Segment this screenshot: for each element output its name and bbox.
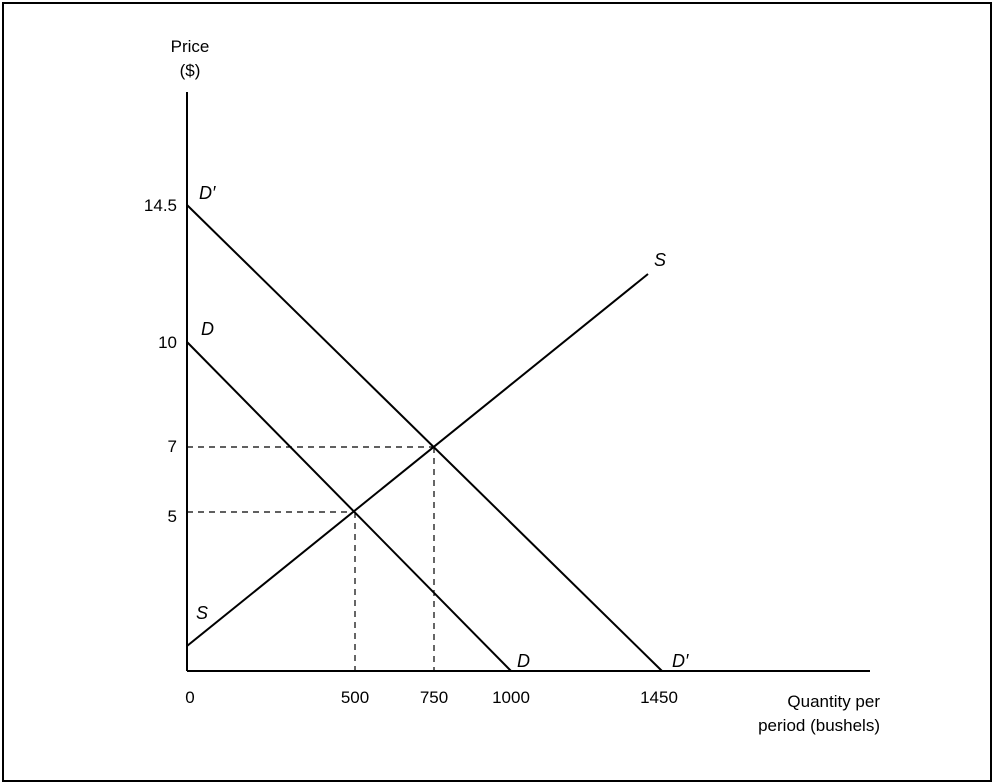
d-end-label: D <box>517 651 530 671</box>
x-tick-label: 1450 <box>640 688 678 707</box>
supply-curve-s <box>186 273 649 647</box>
x-axis-title-line1: Quantity per <box>787 692 880 711</box>
demand-curve-d <box>186 341 512 672</box>
s-end-label: S <box>654 250 666 270</box>
y-tick-label: 10 <box>158 333 177 352</box>
x-tick-label: 500 <box>341 688 369 707</box>
x-tick-label: 0 <box>185 688 194 707</box>
demand-curve-d-prime <box>186 204 663 672</box>
x-tick-label: 750 <box>420 688 448 707</box>
d-prime-start-label: D′ <box>199 183 216 203</box>
s-start-label: S <box>196 603 208 623</box>
y-tick-label: 7 <box>168 437 177 456</box>
y-axis-title-line2: ($) <box>180 61 201 80</box>
d-prime-end-label: D′ <box>672 651 689 671</box>
y-tick-label: 5 <box>168 507 177 526</box>
y-axis-title-line1: Price <box>171 37 210 56</box>
x-tick-label: 1000 <box>492 688 530 707</box>
x-axis-title-line2: period (bushels) <box>758 716 880 735</box>
y-tick-label: 14.5 <box>144 196 177 215</box>
d-start-label: D <box>201 319 214 339</box>
